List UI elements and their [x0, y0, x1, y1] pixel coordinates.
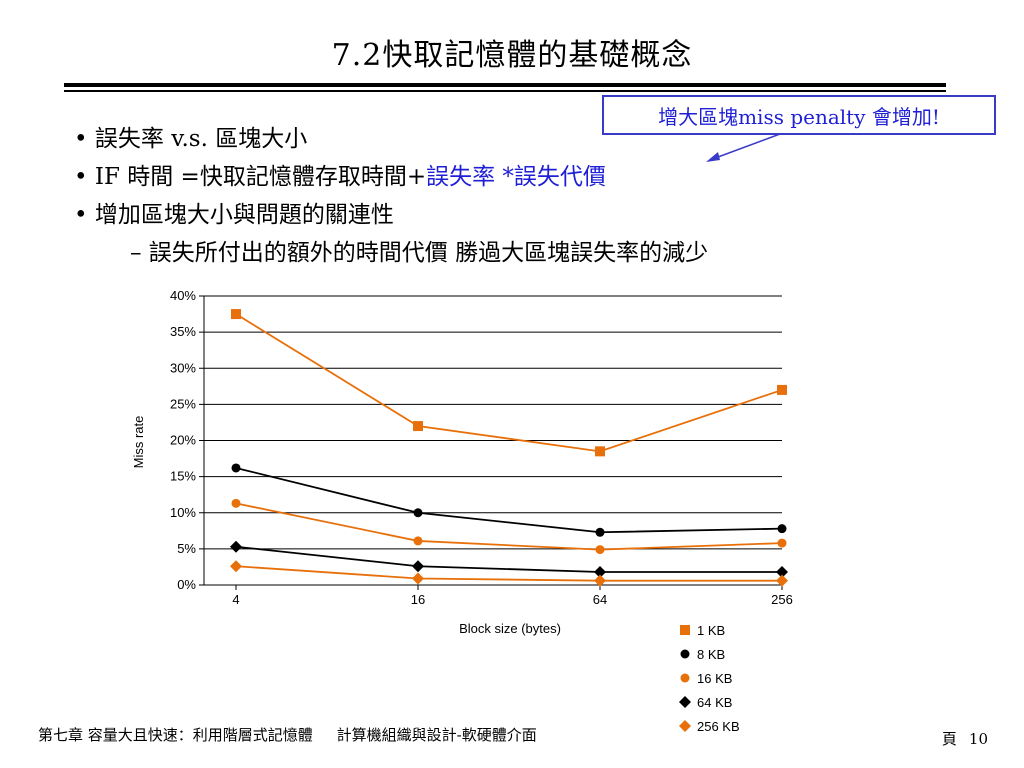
bullet-item: • 增加區塊大小與問題的關連性 — [74, 196, 708, 234]
callout-box: 增大區塊miss penalty 會增加! — [602, 95, 996, 135]
y-tick-label: 10% — [170, 505, 196, 520]
bullet-item: • IF 時間 =快取記憶體存取時間+誤失率 *誤失代價 — [74, 158, 708, 196]
x-tick-label: 4 — [232, 592, 239, 607]
bullet-marker: • — [74, 202, 95, 228]
callout-arrow-icon — [706, 133, 781, 162]
data-point — [412, 560, 424, 573]
legend-marker — [680, 649, 690, 659]
data-point — [594, 565, 606, 578]
series-line — [235, 467, 783, 534]
data-point — [230, 560, 242, 573]
series-line — [235, 313, 783, 453]
legend-marker — [679, 696, 691, 708]
data-point — [595, 527, 605, 537]
data-point — [412, 572, 424, 585]
y-tick-label: 20% — [170, 433, 196, 448]
legend-marker — [680, 673, 690, 683]
data-point — [230, 540, 242, 553]
footer-page-number: 10 — [968, 730, 988, 748]
legend-label: 1 KB — [697, 623, 725, 638]
data-point — [777, 538, 787, 548]
y-tick-label: 5% — [177, 541, 196, 556]
footer-left: 第七章 容量大且快速：利用階層式記憶體 計算機組織與設計-軟硬體介面 — [38, 724, 537, 745]
data-point — [231, 309, 241, 320]
y-axis-title: Miss rate — [131, 416, 146, 469]
legend-marker — [680, 625, 690, 635]
footer-page-label: 頁 — [941, 730, 957, 748]
y-tick-label: 35% — [170, 324, 196, 339]
y-tick-label: 25% — [170, 396, 196, 411]
sub-bullet-item: – 誤失所付出的額外的時間代價 勝過大區塊誤失率的減少 — [130, 240, 709, 266]
y-tick-label: 30% — [170, 360, 196, 375]
x-axis-title: Block size (bytes) — [459, 621, 561, 636]
data-point — [413, 508, 423, 518]
data-point — [594, 574, 606, 587]
x-tick-label: 256 — [771, 592, 793, 607]
data-point — [413, 536, 423, 546]
data-point — [595, 545, 605, 555]
bullet-item: • 誤失率 v.s. 區塊大小 — [74, 120, 708, 158]
series-line — [235, 545, 782, 573]
series-line — [235, 502, 783, 551]
bullet-highlight: 誤失率 *誤失代價 — [426, 164, 606, 190]
legend-label: 64 KB — [697, 695, 732, 710]
legend-label: 8 KB — [697, 647, 725, 662]
bullet-text: 誤失率 v.s. 區塊大小 — [94, 126, 308, 152]
slide-title: 7.2快取記憶體的基礎概念 — [331, 38, 693, 73]
y-tick-label: 15% — [170, 469, 196, 484]
bullet-marker: • — [74, 126, 95, 152]
callout-text: 增大區塊miss penalty 會增加! — [658, 104, 940, 129]
bullet-text: IF 時間 =快取記憶體存取時間+ — [94, 164, 427, 190]
data-point — [231, 463, 241, 473]
data-point — [777, 524, 787, 534]
title-rule-thin — [64, 90, 946, 92]
data-point — [595, 446, 605, 457]
data-point — [777, 384, 787, 395]
legend-label: 256 KB — [697, 719, 740, 734]
legend-marker — [679, 720, 691, 732]
data-point — [231, 498, 241, 508]
bullet-text: 增加區塊大小與問題的關連性 — [94, 202, 394, 228]
footer-chapter: 第七章 容量大且快速：利用階層式記憶體 — [38, 726, 313, 744]
data-point — [413, 421, 423, 432]
y-tick-label: 40% — [170, 288, 196, 303]
bullet-list: • 誤失率 v.s. 區塊大小 • IF 時間 =快取記憶體存取時間+誤失率 *… — [74, 120, 708, 272]
x-tick-label: 16 — [411, 592, 425, 607]
footer-course: 計算機組織與設計-軟硬體介面 — [336, 726, 537, 744]
y-tick-label: 0% — [177, 577, 196, 592]
legend-label: 16 KB — [697, 671, 732, 686]
series-line — [235, 565, 782, 582]
x-tick-label: 64 — [593, 592, 607, 607]
data-point — [776, 574, 788, 587]
data-point — [776, 565, 788, 578]
title-rule-thick — [64, 83, 946, 87]
footer-right: 頁 10 — [930, 728, 988, 749]
bullet-marker: • — [74, 164, 95, 190]
